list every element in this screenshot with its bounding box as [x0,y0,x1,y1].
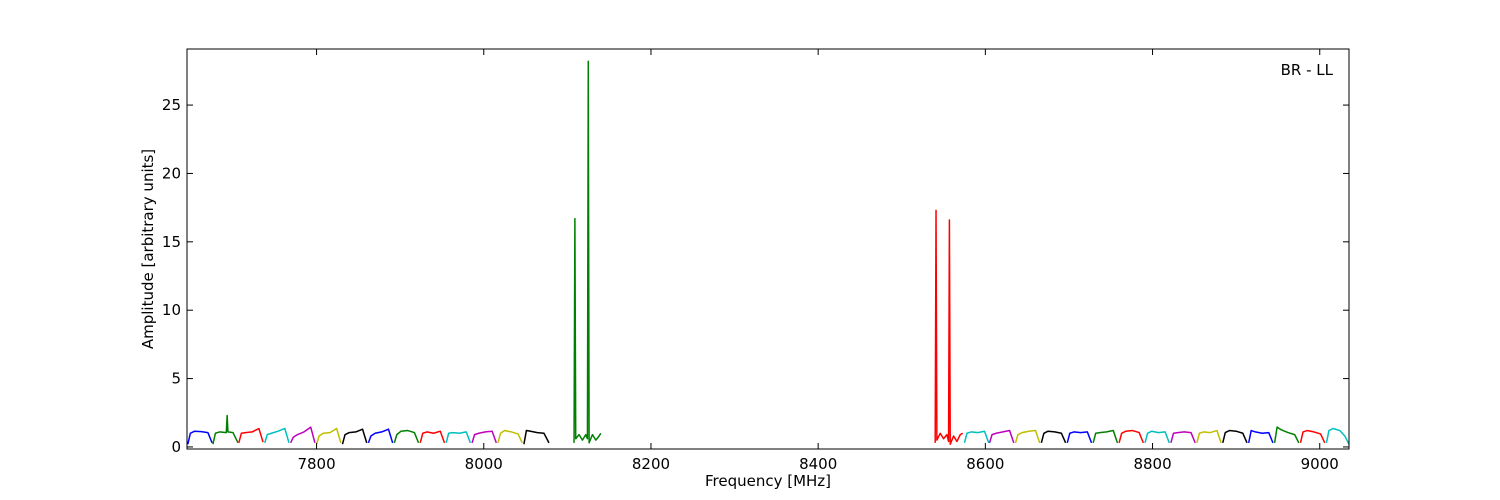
x-tick-label: 7800 [297,455,335,473]
x-tick-label: 8400 [799,455,837,473]
spectrum-line [1040,430,1067,444]
spectrum-line [1014,429,1041,444]
y-tick-label: 20 [162,164,181,182]
x-axis-label: Frequency [MHz] [705,472,831,490]
spectrum-line [445,431,472,444]
spectrum-line [1222,429,1248,444]
spectrum-line [315,427,342,445]
x-tick-label: 9000 [1301,455,1339,473]
spectrum-line [988,429,1015,444]
plot-frame [186,48,1350,450]
spectrum-line [289,426,316,444]
y-tick-label: 15 [162,233,181,251]
spectrum-line [934,209,964,445]
spectrum-line [523,429,550,445]
spectrum-line [1092,429,1119,444]
spectrum-line [1196,429,1222,444]
spectrum-line [238,427,264,444]
spectrum-line [963,430,990,444]
x-tick-label: 8000 [465,455,503,473]
spectrum-line [264,427,290,444]
x-tick-label: 8800 [1133,455,1171,473]
spectrum-line [367,428,394,444]
y-tick-label: 25 [162,96,181,114]
spectrum-line [419,430,446,444]
annotation: BR - LL [1281,61,1334,79]
spectrum-line [1144,430,1170,444]
x-tick-label: 8200 [632,455,670,473]
spectrum-line [1247,429,1274,444]
y-tick-label: 10 [162,301,181,319]
spectrum-line [212,414,239,445]
x-tick-label: 8600 [966,455,1004,473]
spectrum-line [573,60,602,444]
spectrum-line [471,430,498,444]
y-tick-label: 5 [171,370,181,388]
spectrum-line [497,429,523,444]
spectrum-line [393,429,420,444]
spectrum-line [187,430,213,445]
y-axis-label: Amplitude [arbitrary units] [139,149,157,349]
y-tick-label: 0 [171,438,181,456]
spectrum-line [1299,429,1326,444]
spectrum-line [1170,431,1196,444]
spectrum-line [341,428,368,445]
spectrum-line [1066,431,1093,444]
spectrum-line [1325,427,1350,445]
spectrum-line [1273,426,1300,444]
spectrum-line [1118,429,1145,444]
